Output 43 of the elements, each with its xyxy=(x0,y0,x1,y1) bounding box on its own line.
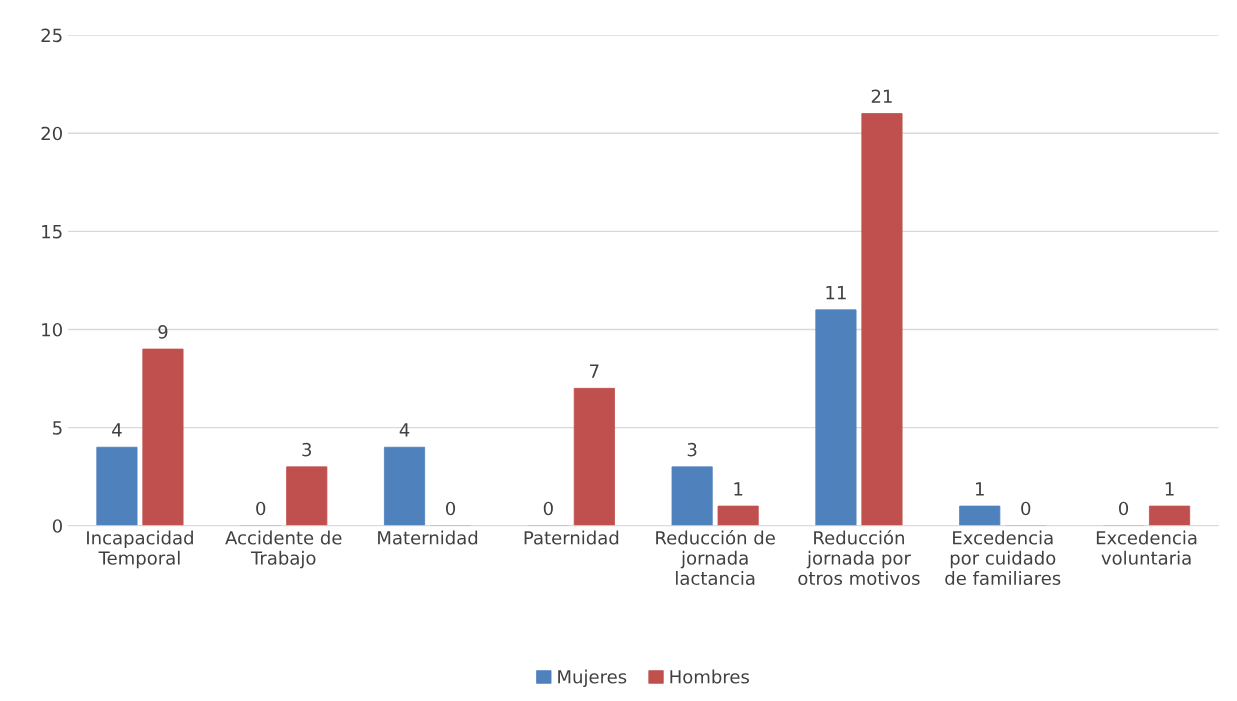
data-label: 3 xyxy=(687,442,697,457)
x-tick-label: Reducción de jornada lactancia xyxy=(656,529,775,586)
data-label: 1 xyxy=(734,482,743,496)
y-tick-label: 15 xyxy=(42,225,62,239)
y-tick-label: 0 xyxy=(52,519,62,533)
data-label: 0 xyxy=(445,501,456,516)
data-label: 4 xyxy=(399,423,410,437)
data-label: 0 xyxy=(1021,501,1031,516)
y-tick-label: 20 xyxy=(41,126,62,141)
bar xyxy=(573,387,615,526)
x-tick-label: Accidente de Trabajo xyxy=(225,530,342,569)
legend-label: Hombres xyxy=(670,669,749,684)
bar xyxy=(383,446,426,526)
data-label: 4 xyxy=(112,423,122,437)
bar xyxy=(1149,505,1191,526)
bar xyxy=(959,505,1001,526)
x-tick-label: Excedencia por cuidado de familiares xyxy=(945,530,1061,586)
data-label: 21 xyxy=(871,89,892,103)
data-label: 7 xyxy=(590,364,599,378)
bar xyxy=(286,466,328,526)
bar xyxy=(815,309,857,526)
data-label: 1 xyxy=(1165,482,1174,496)
data-label: 0 xyxy=(543,501,553,516)
y-tick-label: 5 xyxy=(53,421,62,435)
bar xyxy=(717,505,759,526)
bar xyxy=(142,348,184,526)
x-tick-label: Paternidad xyxy=(524,530,619,545)
y-tick-label: 25 xyxy=(41,28,62,43)
bar xyxy=(671,466,713,526)
data-label: 11 xyxy=(826,285,846,300)
x-tick-label: Maternidad xyxy=(378,530,478,545)
bar xyxy=(96,446,138,526)
data-label: 9 xyxy=(158,325,168,339)
x-tick-label: Incapacidad Temporal xyxy=(87,530,193,569)
data-label: 0 xyxy=(1118,501,1129,516)
data-label: 0 xyxy=(256,501,266,516)
data-label: 3 xyxy=(302,442,312,457)
legend-label: Mujeres xyxy=(558,669,627,688)
data-label: 1 xyxy=(975,482,984,496)
bar xyxy=(861,113,903,526)
x-tick-label: Reducción jornada por otros motivos xyxy=(798,529,920,586)
x-tick-label: Excedencia voluntaria xyxy=(1096,530,1197,565)
y-tick-label: 10 xyxy=(42,322,62,337)
